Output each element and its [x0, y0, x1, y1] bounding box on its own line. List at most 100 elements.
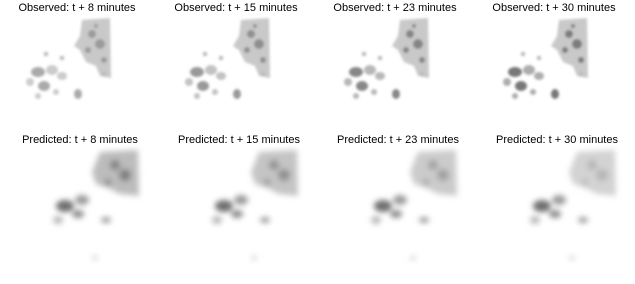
panel-title: Observed: t + 15 minutes [174, 2, 298, 14]
echo [185, 78, 193, 86]
noise [410, 255, 416, 261]
echo [534, 72, 544, 80]
echo [523, 65, 535, 75]
echo [72, 210, 84, 218]
land-region [410, 150, 457, 196]
echo [216, 72, 226, 80]
echo [119, 169, 131, 181]
echo [571, 24, 575, 28]
blurred-field [212, 150, 298, 261]
echo-speck [378, 56, 382, 60]
echo [85, 47, 91, 53]
echo-speck [203, 52, 207, 56]
echo [194, 93, 200, 99]
echo [562, 47, 568, 53]
blurred-field [530, 150, 616, 261]
echo [364, 65, 376, 75]
echo [101, 217, 111, 223]
echo [53, 89, 59, 95]
echo [578, 57, 584, 63]
echo [375, 72, 385, 80]
echo [264, 179, 270, 185]
echo [260, 57, 266, 63]
noise [569, 255, 575, 261]
echo-speck [420, 72, 424, 76]
echo [508, 67, 522, 77]
echo [515, 81, 527, 91]
echo-speck [261, 72, 265, 76]
land-region [392, 18, 429, 78]
land-region [233, 18, 270, 78]
echo-speck [521, 52, 525, 56]
predicted-image [530, 150, 616, 261]
echo [94, 24, 98, 28]
echo [413, 39, 423, 49]
echo [533, 200, 551, 212]
echo [530, 89, 536, 95]
observed-image [26, 18, 111, 99]
predicted-image [371, 150, 457, 261]
panel-title: Observed: t + 8 minutes [18, 2, 136, 14]
echo [105, 179, 111, 185]
echo [587, 160, 597, 170]
echo [356, 81, 368, 91]
panel-title: Observed: t + 23 minutes [333, 2, 457, 14]
echo [423, 179, 429, 185]
panel-title: Predicted: t + 23 minutes [337, 134, 459, 146]
echo [231, 210, 243, 218]
echo [56, 200, 74, 212]
echo [269, 160, 279, 170]
echo [419, 217, 429, 223]
echo [31, 67, 45, 77]
land-region [74, 18, 111, 78]
echo [101, 57, 107, 63]
land-region [251, 150, 298, 196]
echo [428, 160, 438, 170]
echo [565, 30, 573, 38]
echo [247, 30, 255, 38]
echo [212, 89, 218, 95]
echo [244, 47, 250, 53]
echo-speck [102, 72, 106, 76]
panel-title: Predicted: t + 8 minutes [22, 134, 138, 146]
echo [35, 93, 41, 99]
panel-title: Predicted: t + 15 minutes [178, 134, 300, 146]
observed-image [503, 18, 588, 99]
observed-image [185, 18, 270, 99]
echo-speck [537, 56, 541, 60]
predicted-image [212, 150, 298, 261]
panel-title: Predicted: t + 30 minutes [496, 134, 618, 146]
echo [75, 195, 89, 205]
echo [552, 195, 566, 205]
echo [57, 72, 67, 80]
echo-speck [44, 52, 48, 56]
echo [88, 30, 96, 38]
echo [260, 217, 270, 223]
echo-speck [579, 72, 583, 76]
echo [578, 217, 588, 223]
echo [572, 39, 582, 49]
echo [233, 89, 241, 99]
echo [582, 179, 588, 185]
echo [353, 93, 359, 99]
echo [549, 210, 561, 218]
echo [390, 210, 402, 218]
echo [393, 195, 407, 205]
predicted-image [53, 150, 139, 261]
echo [110, 160, 120, 170]
panel-title: Observed: t + 30 minutes [492, 2, 616, 14]
echo [392, 89, 400, 99]
echo-speck [219, 56, 223, 60]
echo [371, 216, 381, 224]
echo [530, 216, 540, 224]
echo [215, 200, 233, 212]
echo [371, 89, 377, 95]
echo [46, 65, 58, 75]
echo [197, 81, 209, 91]
noise [251, 255, 257, 261]
echo [26, 78, 34, 86]
land-region [92, 150, 139, 196]
noise [92, 255, 98, 261]
echo [253, 24, 257, 28]
echo [205, 65, 217, 75]
